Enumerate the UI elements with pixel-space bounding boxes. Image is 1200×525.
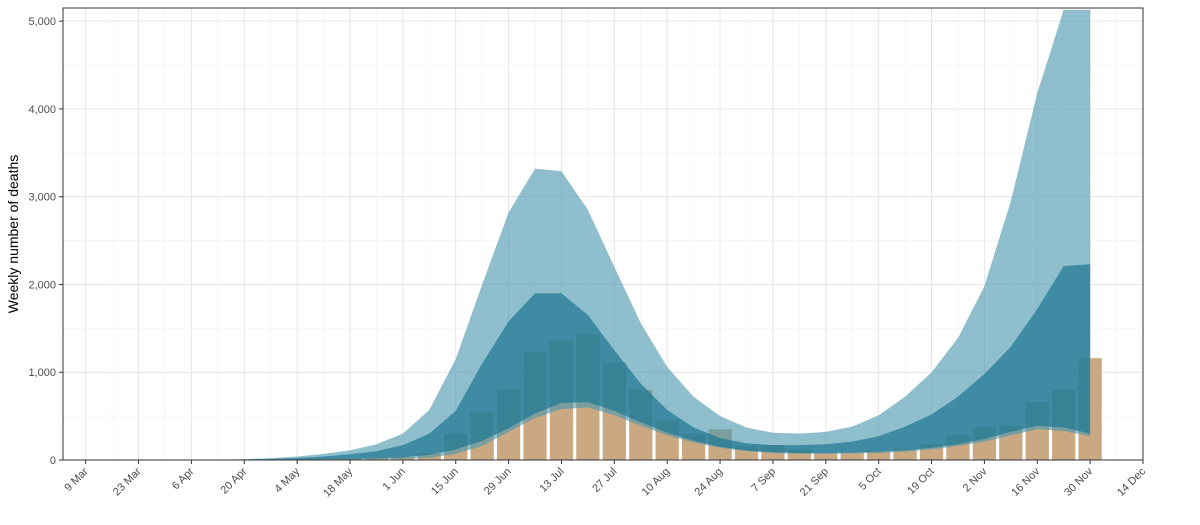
y-tick-label: 5,000	[28, 16, 56, 28]
x-tick-label: 5 Oct	[857, 466, 884, 493]
x-tick-label: 7 Sep	[749, 466, 778, 495]
x-tick-label: 13 Jul	[537, 466, 566, 495]
x-tick-label: 23 Mar	[111, 465, 144, 498]
projection-bands	[85, 9, 1091, 460]
x-tick-label: 14 Dec	[1115, 465, 1148, 498]
x-tick-label: 2 Nov	[961, 465, 990, 494]
x-tick-label: 29 Jun	[482, 466, 514, 498]
x-tick-label: 27 Jul	[590, 466, 619, 495]
x-tick-label: 4 May	[273, 465, 303, 495]
y-tick-label: 0	[50, 455, 56, 467]
plot-panel-border	[62, 7, 1144, 461]
x-axis: 9 Mar 23 Mar 6 Apr 20 Apr 4 May 18 May 1 Jun 15…	[62, 460, 1148, 500]
observed-deaths-bar	[840, 452, 864, 460]
y-tick-label: 2,000	[28, 279, 56, 291]
x-tick-label: 9 Mar	[62, 465, 91, 494]
y-tick-label: 4,000	[28, 104, 56, 116]
observed-deaths-bar	[814, 452, 838, 460]
observed-deaths-bar	[893, 448, 917, 460]
x-tick-label: 20 Apr	[218, 465, 249, 496]
observed-deaths-bar	[787, 449, 811, 460]
x-tick-label: 19 Oct	[905, 466, 936, 497]
inner-projection-band	[85, 264, 1091, 460]
x-tick-label: 24 Aug	[692, 466, 725, 499]
x-tick-label: 21 Sep	[798, 466, 831, 499]
y-axis-title: Weekly number of deaths	[5, 155, 21, 314]
observed-deaths-bar	[867, 451, 891, 460]
x-tick-label: 16 Nov	[1009, 465, 1042, 498]
x-tick-label: 15 Jun	[429, 466, 461, 498]
x-tick-label: 6 Apr	[170, 465, 197, 492]
y-tick-label: 3,000	[28, 192, 56, 204]
y-axis: 0 1,000 2,000 3,000 4,000 5,000	[28, 16, 63, 467]
x-tick-label: 10 Aug	[640, 466, 673, 499]
x-tick-label: 18 May	[321, 465, 355, 499]
y-tick-label: 1,000	[28, 367, 56, 379]
x-tick-label: 1 Jun	[380, 466, 408, 494]
x-tick-label: 30 Nov	[1062, 465, 1095, 498]
outer-projection-band	[85, 9, 1091, 460]
